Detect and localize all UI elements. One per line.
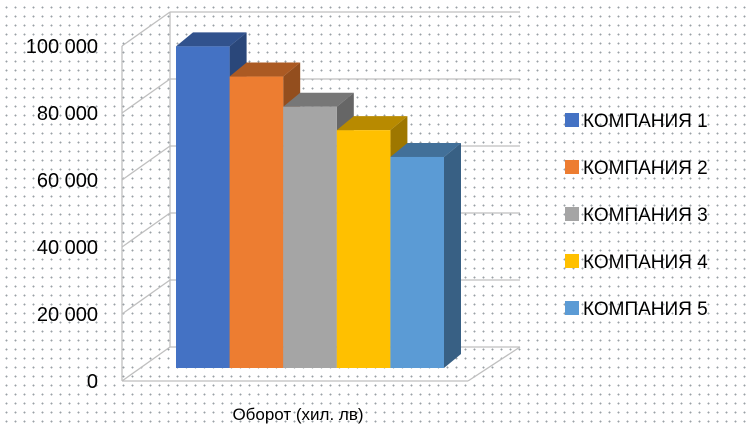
y-tick-label: 40 000: [37, 237, 98, 259]
bar-5-front: [390, 156, 444, 368]
y-tick-label: 100 000: [26, 36, 98, 58]
bars: [176, 32, 461, 369]
legend-item-3: КОМПАНИЯ 3: [565, 205, 708, 226]
x-axis-label: Оборот (хил. лв): [232, 405, 363, 424]
bar-4-top: [336, 116, 408, 131]
legend-label: КОМПАНИЯ 4: [583, 252, 708, 273]
y-tick-label: 20 000: [37, 304, 98, 326]
legend-item-1: КОМПАНИЯ 1: [565, 111, 708, 132]
bar-3-front: [283, 106, 337, 368]
bar-5: [390, 142, 461, 368]
y-tick-label: 80 000: [37, 103, 98, 125]
bar-1-top: [176, 32, 247, 47]
side-gridline-3: [121, 145, 171, 181]
bar-5-side: [444, 142, 461, 368]
side-gridline-0: [121, 346, 171, 382]
side-gridline-1: [121, 279, 171, 315]
legend-item-2: КОМПАНИЯ 2: [565, 158, 708, 179]
bar-3-top: [283, 92, 354, 107]
floor-right-edge: [467, 346, 521, 382]
legend-label: КОМПАНИЯ 5: [583, 299, 708, 320]
side-gridline-4: [121, 78, 171, 114]
bar-2-front: [229, 76, 284, 369]
legend: КОМПАНИЯ 1 КОМПАНИЯ 2 КОМПАНИЯ 3 КОМПАНИЯ 4…: [565, 111, 708, 320]
bar-2-top: [229, 62, 301, 77]
bar-4-front: [336, 130, 391, 368]
bar-5-top: [390, 142, 461, 157]
y-tick-label: 60 000: [37, 170, 98, 192]
legend-item-5: КОМПАНИЯ 5: [565, 299, 708, 320]
side-gridline-2: [121, 212, 171, 248]
legend-label: КОМПАНИЯ 3: [583, 205, 708, 226]
side-gridline-5: [121, 11, 171, 47]
bar-1-front: [176, 46, 230, 369]
legend-label: КОМПАНИЯ 2: [583, 158, 708, 179]
legend-swatch: [565, 113, 579, 127]
y-tick-label: 0: [87, 371, 98, 393]
y-tick-labels: 0 20 000 40 000 60 000 80 000 100 000: [26, 36, 98, 393]
legend-item-4: КОМПАНИЯ 4: [565, 252, 708, 273]
legend-label: КОМПАНИЯ 1: [583, 111, 708, 132]
legend-swatch: [565, 160, 579, 174]
legend-swatch: [565, 301, 579, 315]
legend-swatch: [565, 207, 579, 221]
legend-swatch: [565, 254, 579, 268]
